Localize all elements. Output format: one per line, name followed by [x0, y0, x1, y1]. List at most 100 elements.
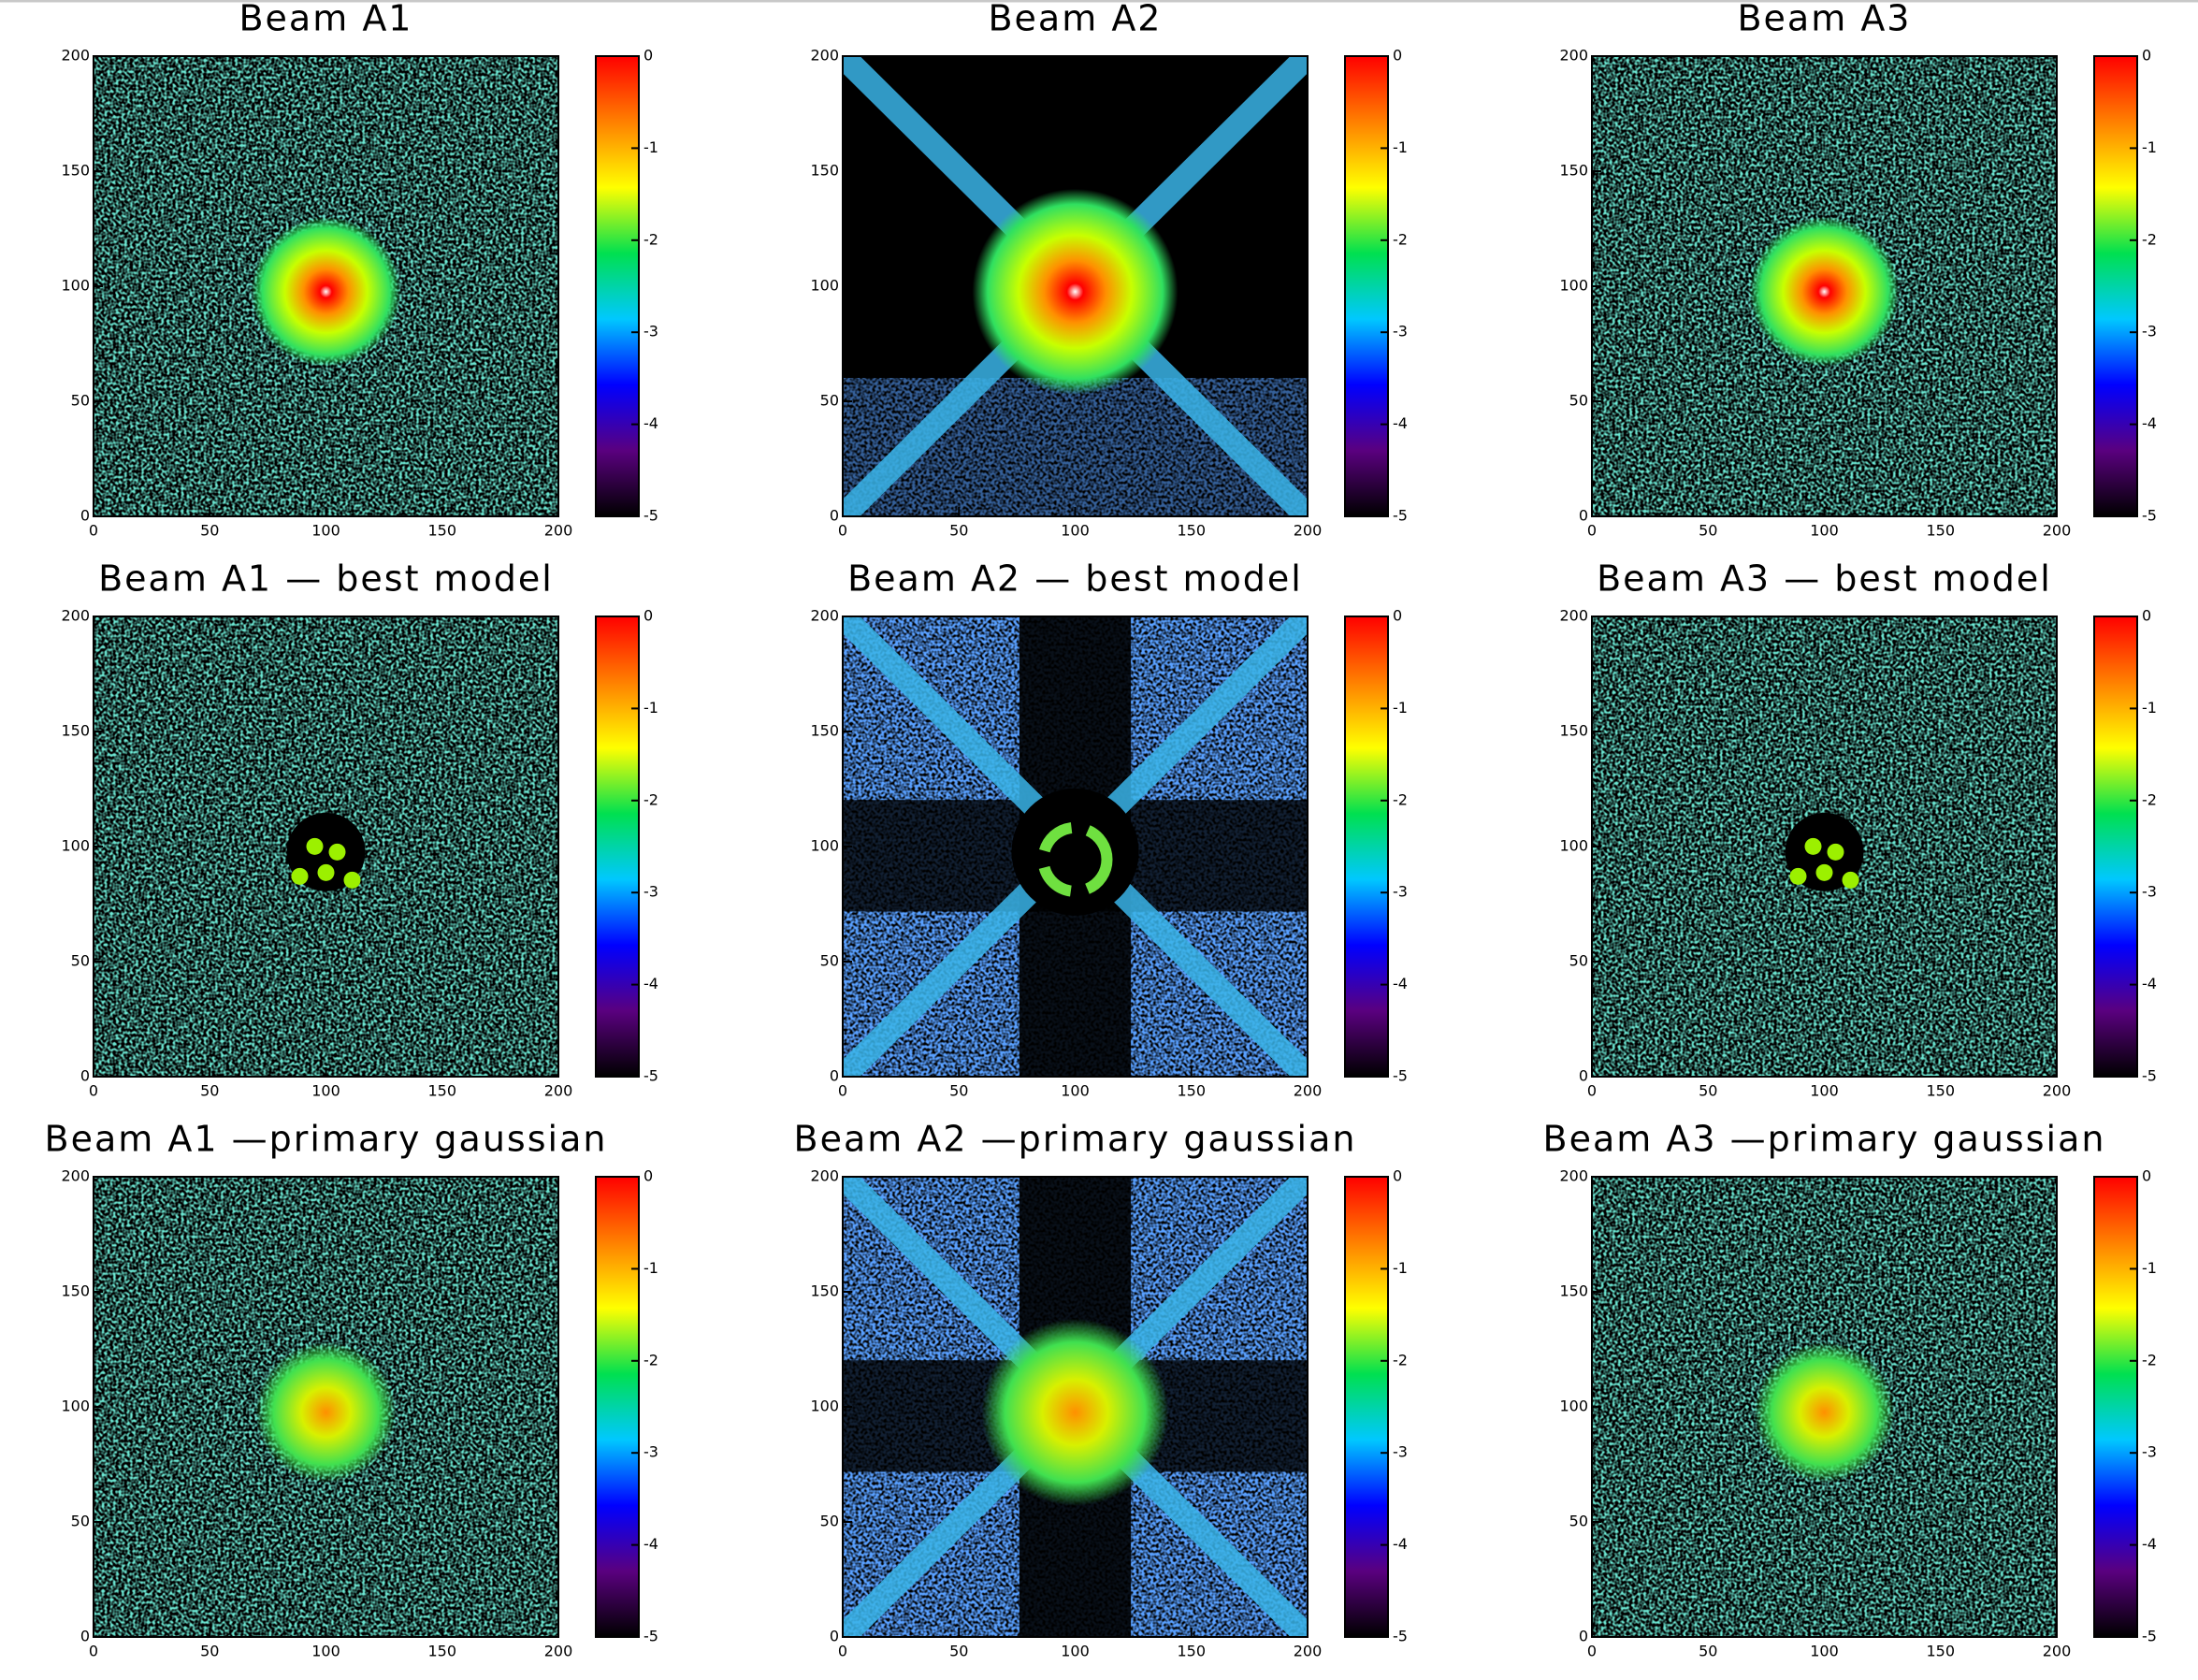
- y-tick-label: 100: [1559, 277, 1588, 295]
- panel-title: Beam A2 —primary gaussian: [794, 1119, 1357, 1160]
- colorbar-tick-label: -4: [1393, 414, 1408, 432]
- colorbar-tick-label: -5: [2142, 1628, 2157, 1645]
- y-tick-label: 0: [80, 1067, 90, 1085]
- colorbar: [595, 1176, 640, 1638]
- x-tick-label: 0: [89, 522, 98, 540]
- x-tick-label: 50: [1699, 522, 1717, 540]
- y-tick-label: 150: [61, 162, 90, 180]
- colorbar-tick-label: -2: [643, 1351, 658, 1369]
- panel: Beam A1 — best model 0 50 100 150 200 0 50 100 15…: [61, 558, 658, 1100]
- x-tick-label: 100: [1810, 1643, 1839, 1660]
- x-tick-label: 200: [544, 522, 573, 540]
- x-tick-label: 200: [1294, 522, 1323, 540]
- panel: Beam A3 —primary gaussian 0 50 100 150 200 0 50…: [1543, 1119, 2157, 1660]
- y-tick-label: 200: [810, 607, 839, 625]
- colorbar-tick-label: -2: [643, 790, 658, 808]
- residual: [1804, 837, 1822, 855]
- colorbar-tick-label: -4: [643, 414, 658, 432]
- colorbar-tick-label: -3: [643, 1443, 658, 1461]
- y-tick-label: 0: [830, 1628, 839, 1645]
- y-tick-label: 50: [820, 1513, 839, 1530]
- colorbar: [595, 616, 640, 1078]
- colorbar: [2093, 616, 2138, 1078]
- x-tick-label: 150: [1177, 1643, 1206, 1660]
- residual: [343, 871, 361, 889]
- panel: Beam A2 — best model 0 50 100 150 200 0 50 100 15…: [810, 558, 1408, 1100]
- colorbar-tick-label: 0: [2142, 607, 2151, 625]
- x-tick-label: 50: [200, 1643, 219, 1660]
- heatmap-image: [1592, 1177, 2057, 1637]
- y-tick-label: 100: [61, 1398, 90, 1415]
- panel: Beam A3 0 50 100 150 200 0 50 100 150 200 0 -1 -2 -3 -4…: [1559, 0, 2157, 540]
- x-tick-label: 200: [2043, 1082, 2072, 1100]
- x-tick-label: 50: [949, 522, 968, 540]
- x-tick-label: 200: [2043, 1643, 2072, 1660]
- x-tick-label: 50: [949, 1082, 968, 1100]
- colorbar: [1344, 1176, 1389, 1638]
- y-tick-label: 50: [1569, 392, 1588, 410]
- colorbar-tick-label: 0: [643, 1167, 653, 1185]
- colorbar-tick-label: -5: [1393, 507, 1408, 525]
- colorbar-tick-label: -5: [2142, 507, 2157, 525]
- y-tick-label: 200: [810, 47, 839, 65]
- panel: Beam A1 —primary gaussian 0 50 100 150 200 0 50…: [45, 1119, 658, 1660]
- x-tick-label: 50: [949, 1643, 968, 1660]
- y-tick-label: 0: [1579, 507, 1588, 525]
- x-tick-label: 150: [1177, 522, 1206, 540]
- colorbar-tick-label: -1: [1393, 138, 1408, 156]
- y-tick-label: 200: [61, 1167, 90, 1185]
- colorbar-tick-label: -4: [1393, 975, 1408, 992]
- panel-title: Beam A3 — best model: [1597, 558, 2052, 600]
- dark-core: [1011, 788, 1139, 916]
- panel: Beam A3 — best model 0 50 100 150 200 0 50 100 15…: [1559, 558, 2157, 1100]
- heatmap-image: [843, 616, 1308, 1077]
- x-tick-label: 0: [89, 1082, 98, 1100]
- x-tick-label: 150: [1926, 1643, 1955, 1660]
- colorbar-tick-label: -1: [643, 699, 658, 717]
- x-tick-label: 200: [2043, 522, 2072, 540]
- panel: Beam A1 0 50 100 150 200 0 50 100 150 200 0 -1 -2 -3 -4…: [61, 0, 658, 540]
- colorbar-tick-label: -2: [2142, 230, 2157, 248]
- panel-title: Beam A3 —primary gaussian: [1543, 1119, 2106, 1160]
- colorbar-tick-label: -4: [2142, 1535, 2157, 1553]
- y-tick-label: 150: [810, 162, 839, 180]
- residual: [328, 843, 346, 861]
- colorbar-tick-label: -1: [643, 138, 658, 156]
- residual: [306, 837, 324, 855]
- x-tick-label: 0: [1587, 522, 1597, 540]
- colorbar-tick-label: -5: [643, 1628, 658, 1645]
- heatmap-image: [1592, 616, 2057, 1077]
- y-tick-label: 200: [1559, 1167, 1588, 1185]
- ring: [1037, 821, 1113, 897]
- y-tick-label: 150: [61, 722, 90, 740]
- colorbar-tick-label: -4: [2142, 414, 2157, 432]
- y-tick-label: 100: [810, 277, 839, 295]
- colorbar-tick-label: -5: [2142, 1067, 2157, 1085]
- heatmap-image: [94, 1177, 558, 1637]
- colorbar-tick-label: -1: [2142, 1259, 2157, 1277]
- x-tick-label: 50: [200, 522, 219, 540]
- x-tick-label: 150: [427, 1643, 456, 1660]
- panel: Beam A2 —primary gaussian 0 50 100 150 200 0 50…: [794, 1119, 1408, 1660]
- halo: [1749, 216, 1900, 367]
- residual: [317, 863, 335, 881]
- x-tick-label: 0: [838, 522, 847, 540]
- colorbar-tick-label: -3: [1393, 1443, 1408, 1461]
- y-tick-label: 100: [1559, 837, 1588, 855]
- x-tick-label: 200: [544, 1082, 573, 1100]
- colorbar: [2093, 55, 2138, 517]
- x-tick-label: 150: [427, 522, 456, 540]
- colorbar-tick-label: -4: [1393, 1535, 1408, 1553]
- y-tick-label: 200: [810, 1167, 839, 1185]
- colorbar-tick-label: -1: [1393, 699, 1408, 717]
- y-tick-label: 50: [71, 1513, 90, 1530]
- y-tick-label: 50: [820, 952, 839, 970]
- y-tick-label: 100: [1559, 1398, 1588, 1415]
- y-tick-label: 0: [80, 1628, 90, 1645]
- panel-title: Beam A2: [988, 0, 1162, 39]
- halo: [981, 1318, 1169, 1506]
- x-tick-label: 200: [1294, 1643, 1323, 1660]
- y-tick-label: 200: [61, 607, 90, 625]
- x-tick-label: 200: [544, 1643, 573, 1660]
- y-tick-label: 0: [1579, 1067, 1588, 1085]
